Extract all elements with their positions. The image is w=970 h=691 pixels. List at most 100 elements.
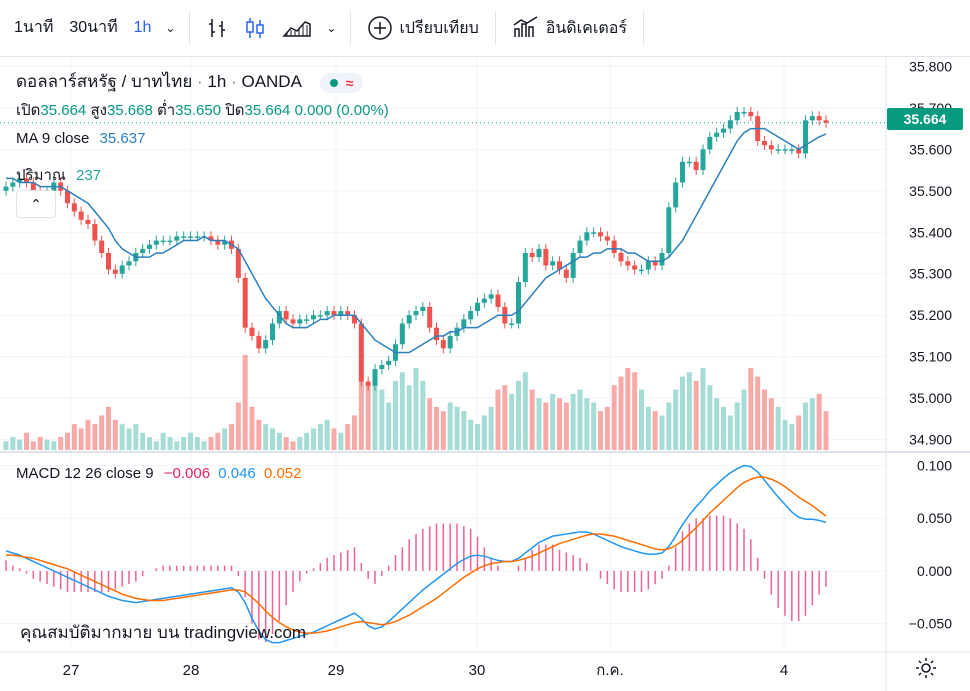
volume-legend[interactable]: ปริมาณ 237 <box>16 163 101 187</box>
candle-body <box>331 311 337 316</box>
indicators-button[interactable]: อินดิเคเตอร์ <box>504 15 635 41</box>
volume-bar <box>24 432 29 450</box>
candle-body <box>707 136 713 150</box>
volume-bar <box>563 402 569 450</box>
open-value: 35.664 <box>40 102 87 119</box>
macd-legend[interactable]: MACD 12 26 close 9 −0.006 0.046 0.052 <box>16 465 301 482</box>
volume-bar <box>263 424 269 450</box>
volume-bar <box>242 355 248 450</box>
candle-body <box>290 319 296 324</box>
candle-body <box>557 261 562 270</box>
candle-body <box>106 253 111 270</box>
volume-bar <box>78 428 84 450</box>
candle-body <box>358 323 364 382</box>
compare-button[interactable]: เปรียบเทียบ <box>359 15 486 41</box>
volume-bar <box>174 441 180 450</box>
volume-bar <box>188 432 193 450</box>
candle-body <box>311 315 316 320</box>
volume-bar <box>796 415 802 450</box>
gear-icon[interactable] <box>914 656 938 680</box>
volume-bar <box>762 389 767 450</box>
volume-bar <box>194 437 200 450</box>
candle-body <box>495 294 501 307</box>
volume-bar <box>461 411 467 450</box>
close-value: 35.664 <box>244 102 291 119</box>
timeframe-1min[interactable]: 1นาที <box>14 19 54 36</box>
volume-bar <box>536 398 542 450</box>
volume-bar <box>604 406 610 450</box>
volume-bar <box>666 402 672 450</box>
area-chart-type-button[interactable] <box>274 16 320 40</box>
volume-bar <box>693 380 699 450</box>
price-tick-label: 35.400 <box>909 224 952 240</box>
candle-body <box>386 360 392 365</box>
candle-body <box>365 381 371 386</box>
candle-body <box>324 311 330 316</box>
volume-bar <box>393 380 398 450</box>
timeframe-1h[interactable]: 1h <box>133 19 152 36</box>
candle-body <box>10 182 16 187</box>
change-value: 0.000 (0.00%) <box>294 102 389 119</box>
volume-bar <box>659 415 665 450</box>
volume-bar <box>707 385 713 450</box>
price-tick-label: 35.600 <box>909 141 952 157</box>
candle-body <box>789 149 795 151</box>
candle-body <box>604 236 610 241</box>
candle-body <box>242 277 248 328</box>
symbol-source: OANDA <box>241 72 301 91</box>
timeframe-dropdown-chevron-icon[interactable]: ⌄ <box>165 21 176 35</box>
volume-bar <box>65 432 70 450</box>
chart-type-dropdown-chevron-icon[interactable]: ⌄ <box>326 21 337 35</box>
volume-bar <box>338 432 344 450</box>
candle-body <box>447 335 453 349</box>
volume-value: 237 <box>75 167 102 184</box>
candle-body <box>3 186 9 191</box>
price-tick-label: 35.100 <box>909 349 952 365</box>
candle-body <box>372 369 378 386</box>
volume-bar <box>809 398 815 450</box>
candle-body <box>714 132 720 137</box>
candle-body <box>550 261 556 266</box>
volume-bar <box>365 385 371 450</box>
volume-bar <box>673 389 679 450</box>
timeframe-30min[interactable]: 30นาที <box>69 19 118 36</box>
market-open-dot-icon <box>329 78 338 87</box>
candles-chart-type-button[interactable] <box>236 16 274 40</box>
candle-body <box>119 265 125 274</box>
price-tick-label: 35.200 <box>909 307 952 323</box>
plus-circle-icon <box>368 16 393 40</box>
candle-body <box>748 111 754 117</box>
bars-chart-type-button[interactable] <box>198 16 236 40</box>
candle-body <box>194 236 200 238</box>
volume-label: ปริมาณ <box>16 167 66 184</box>
open-label: เปิด <box>16 102 41 119</box>
candle-body <box>721 128 726 133</box>
volume-bar <box>420 380 426 450</box>
volume-bar <box>3 441 9 450</box>
collapse-legend-button[interactable]: ⌃ <box>16 190 56 218</box>
tradingview-watermark[interactable]: คุณสมบัติมากมาย บน tradingview.com <box>20 623 307 642</box>
candle-body <box>427 306 433 328</box>
symbol-interval: 1h <box>207 72 227 91</box>
top-toolbar: 1นาที 30นาที 1h ⌄ ⌄ เปรียบเทียบ อินดิเคเ… <box>0 0 970 57</box>
candle-body <box>570 253 576 278</box>
low-label: ต่ำ <box>157 102 176 119</box>
volume-bar <box>276 432 282 450</box>
ma-legend[interactable]: MA 9 close 35.637 <box>16 130 145 147</box>
high-value: 35.668 <box>106 102 153 119</box>
volume-bar <box>652 411 658 450</box>
candle-body <box>461 319 467 328</box>
macd-tick-label: 0.100 <box>917 458 952 474</box>
volume-bar <box>297 437 303 450</box>
volume-bar <box>208 437 214 450</box>
volume-bar <box>768 398 774 450</box>
approx-wave-icon: ≈ <box>345 74 354 91</box>
volume-bar <box>119 424 125 450</box>
candle-body <box>215 240 221 245</box>
candle-body <box>153 240 159 245</box>
toolbar-divider <box>642 11 644 45</box>
volume-bar <box>399 372 405 450</box>
candle-body <box>345 311 351 316</box>
market-status-badge[interactable]: ≈ <box>319 72 364 93</box>
